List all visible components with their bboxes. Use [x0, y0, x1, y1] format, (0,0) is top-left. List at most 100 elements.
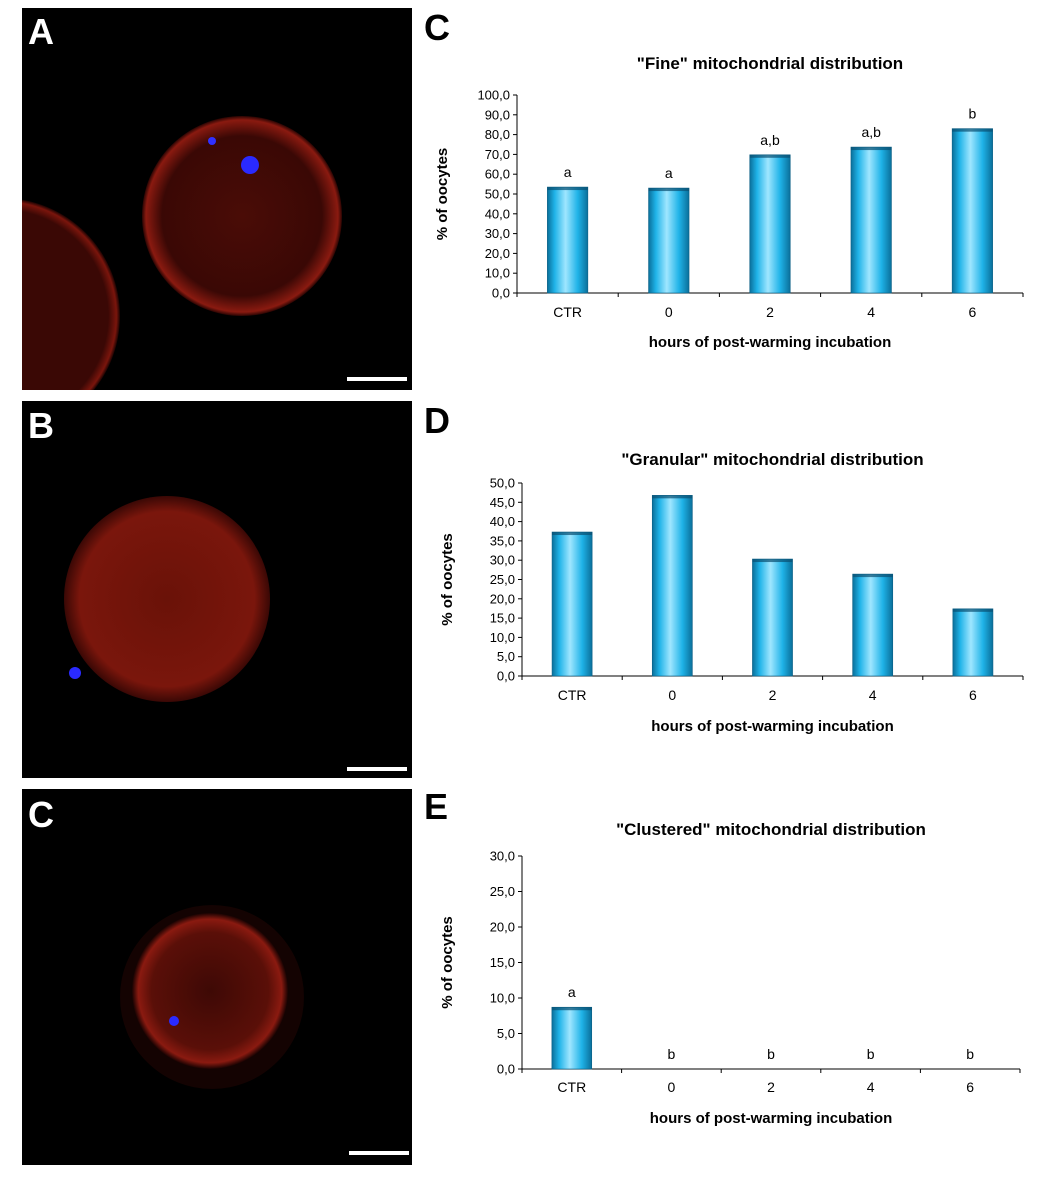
bar-top-edge: [752, 559, 793, 563]
chart-title: "Fine" mitochondrial distribution: [637, 54, 903, 73]
chart-title: "Clustered" mitochondrial distribution: [616, 820, 926, 839]
y-tick-label: 10,0: [490, 630, 515, 645]
bar-ctr: [551, 531, 593, 677]
bar-top-edge: [749, 154, 791, 158]
y-tick-label: 50,0: [490, 476, 515, 491]
panel-letter-c-micro: C: [28, 794, 54, 835]
chart-title: "Granular" mitochondrial distribution: [621, 450, 923, 469]
bar-top-edge: [952, 128, 993, 132]
chart-granular-svg: "Granular" mitochondrial distribution 0,0…: [439, 450, 1024, 735]
bar-ctr: [547, 186, 589, 294]
oocyte-c: [132, 913, 288, 1069]
significance-label: b: [969, 106, 977, 122]
scale-bar-b: [347, 767, 407, 771]
bar-6: [952, 608, 994, 677]
y-tick-label: 90,0: [485, 107, 510, 122]
bar-4: [852, 573, 894, 677]
bar-top-edge: [648, 188, 690, 192]
chart-clustered-svg: "Clustered" mitochondrial distribution 0,…: [439, 820, 1021, 1127]
significance-label: a,b: [760, 132, 780, 148]
bar-ctr: [551, 1006, 593, 1070]
x-tick-label: CTR: [557, 1079, 586, 1095]
y-tick-label: 5,0: [497, 1026, 515, 1041]
y-tick-label: 0,0: [497, 669, 515, 684]
bar-0: [651, 495, 693, 677]
y-tick-label: 20,0: [490, 920, 515, 935]
y-tick-label: 0,0: [497, 1062, 515, 1077]
significance-label: b: [668, 1046, 676, 1062]
x-tick-label: 0: [668, 687, 676, 703]
y-tick-label: 10,0: [490, 991, 515, 1006]
y-tick-label: 15,0: [490, 611, 515, 626]
oocyte-a: [142, 116, 342, 316]
bar-top-edge: [952, 608, 993, 612]
y-tick-label: 60,0: [485, 167, 510, 182]
x-tick-label: CTR: [558, 687, 587, 703]
bar-6: [951, 128, 993, 294]
bar-4: [850, 146, 892, 294]
x-axis-label: hours of post-warming incubation: [650, 1110, 893, 1127]
y-tick-label: 20,0: [490, 591, 515, 606]
x-tick-label: 6: [966, 1079, 974, 1095]
y-tick-label: 100,0: [477, 88, 510, 103]
y-tick-label: 45,0: [490, 495, 515, 510]
x-tick-label: 4: [869, 687, 877, 703]
significance-label: b: [966, 1046, 974, 1062]
y-tick-label: 5,0: [497, 649, 515, 664]
y-tick-label: 40,0: [485, 206, 510, 221]
y-tick-label: 15,0: [490, 955, 515, 970]
bar-2: [749, 154, 791, 294]
significance-label: b: [867, 1046, 875, 1062]
bar-top-edge: [552, 532, 593, 536]
x-tick-label: 2: [769, 687, 777, 703]
bar-2: [752, 558, 793, 677]
x-tick-label: 4: [867, 1079, 875, 1095]
significance-label: a: [564, 164, 572, 180]
x-tick-label: 4: [867, 304, 875, 320]
chart-clustered: "Clustered" mitochondrial distribution 0,…: [425, 812, 1045, 1130]
neighbor-oocyte-a: [22, 199, 120, 390]
chart-fine: "Fine" mitochondrial distribution 0,0 10,0…: [425, 45, 1045, 365]
y-tick-label: 70,0: [485, 147, 510, 162]
panel-letter-a: A: [28, 11, 54, 52]
bar-top-edge: [850, 147, 892, 151]
panel-letter-d: D: [424, 400, 450, 441]
y-tick-label: 50,0: [485, 187, 510, 202]
y-tick-label: 80,0: [485, 127, 510, 142]
x-axis-label: hours of post-warming incubation: [649, 334, 892, 351]
chromatin-c: [169, 1016, 179, 1026]
y-tick-label: 25,0: [490, 572, 515, 587]
significance-label: a: [568, 984, 576, 1000]
micrograph-c-image: [120, 905, 409, 1155]
panel-letter-b: B: [28, 405, 54, 446]
x-tick-label: 6: [969, 304, 977, 320]
x-tick-label: 2: [767, 1079, 775, 1095]
polar-body-a: [208, 137, 216, 145]
significance-label: a: [665, 165, 673, 181]
y-axis-label: % of oocytes: [439, 533, 456, 626]
bar-top-edge: [547, 187, 588, 191]
x-tick-label: 6: [969, 687, 977, 703]
significance-label: a,b: [861, 124, 881, 140]
y-axis-label: % of oocytes: [439, 916, 456, 1009]
chart-granular: "Granular" mitochondrial distribution 0,0…: [425, 440, 1045, 740]
micrograph-c: [22, 789, 412, 1165]
x-tick-label: 0: [668, 1079, 676, 1095]
bar-0: [648, 187, 690, 294]
x-tick-label: 0: [665, 304, 673, 320]
y-tick-label: 30,0: [490, 849, 515, 864]
y-tick-label: 10,0: [485, 266, 510, 281]
y-tick-label: 30,0: [485, 226, 510, 241]
bar-top-edge: [551, 1007, 592, 1011]
chromatin-b: [69, 667, 81, 679]
bar-top-edge: [852, 574, 893, 578]
y-tick-label: 0,0: [492, 286, 510, 301]
chromatin-a: [241, 156, 259, 174]
micrograph-b-image: [64, 496, 407, 771]
x-tick-label: 2: [766, 304, 774, 320]
y-tick-label: 20,0: [485, 246, 510, 261]
oocyte-b: [64, 496, 270, 702]
x-tick-label: CTR: [553, 304, 582, 320]
panel-letter-c-chart: C: [424, 7, 450, 48]
y-tick-label: 40,0: [490, 514, 515, 529]
